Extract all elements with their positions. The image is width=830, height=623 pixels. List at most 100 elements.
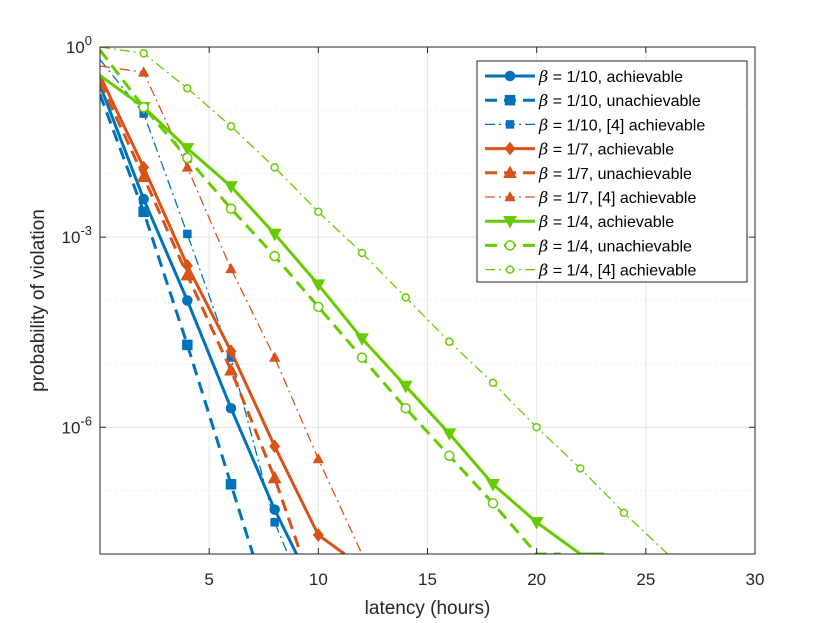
legend-label: β = 1/4, [4] achievable	[538, 261, 696, 280]
data-point	[270, 163, 279, 172]
legend-marker	[503, 215, 517, 229]
data-point	[225, 344, 237, 359]
data-point	[312, 528, 324, 542]
legend-label: β = 1/4, unachievable	[538, 236, 692, 255]
legend-entry: β = 1/10, unachievable	[485, 91, 701, 110]
data-point	[180, 267, 195, 281]
data-point	[487, 498, 499, 509]
data-point	[138, 66, 150, 77]
data-point	[182, 152, 193, 164]
data-point	[445, 337, 454, 346]
data-point	[182, 339, 193, 351]
data-point	[269, 351, 281, 362]
data-point	[576, 464, 585, 473]
data-point	[181, 161, 193, 172]
series-group	[100, 47, 677, 554]
series-1	[100, 84, 298, 554]
series-line	[100, 81, 303, 554]
legend-entry: β = 1/7, achievable	[485, 140, 674, 159]
data-point	[225, 262, 237, 274]
x-tick-label: 30	[746, 570, 765, 589]
legend-label: β = 1/4, achievable	[538, 212, 674, 231]
data-point	[270, 518, 279, 527]
legend-entry: β = 1/4, unachievable	[485, 236, 692, 255]
data-point	[183, 229, 192, 239]
series-line	[100, 94, 255, 554]
data-point	[401, 293, 410, 302]
x-tick-label: 10	[309, 570, 328, 589]
data-point	[180, 143, 195, 156]
legend-marker	[504, 240, 516, 251]
data-point	[529, 517, 544, 530]
data-point	[312, 453, 324, 464]
ticks: 5 10 15 20 25 30 100 10-3 10-6	[62, 33, 765, 589]
legend: β = 1/10, achievable β = 1/10, unachievab…	[476, 60, 748, 283]
data-point	[225, 479, 237, 490]
data-point	[400, 402, 411, 414]
data-point	[267, 228, 282, 242]
legend-label: β = 1/10, [4] achievable	[538, 115, 705, 134]
x-tick-label: 20	[527, 570, 546, 589]
data-point	[488, 378, 498, 388]
series-2	[100, 94, 255, 554]
data-point	[139, 49, 148, 58]
legend-entry: β = 1/4, [4] achievable	[485, 261, 696, 280]
legend-marker	[504, 70, 516, 82]
legend-marker	[504, 141, 516, 156]
legend-label: β = 1/10, achievable	[538, 67, 683, 86]
legend-entry: β = 1/4, achievable	[485, 212, 674, 231]
data-point	[619, 508, 629, 518]
data-point	[398, 380, 413, 394]
data-point	[224, 363, 238, 376]
data-point	[311, 279, 326, 292]
data-point	[267, 470, 282, 484]
data-point	[269, 250, 280, 262]
legend-entry: β = 1/7, [4] achievable	[485, 188, 696, 207]
series-line	[100, 84, 298, 554]
data-point	[442, 428, 457, 441]
data-point	[356, 352, 368, 363]
legend-marker	[503, 165, 517, 179]
series-6	[100, 65, 363, 554]
data-point	[313, 301, 324, 313]
data-point	[355, 333, 369, 346]
data-point	[486, 479, 500, 492]
x-tick-label: 15	[418, 570, 437, 589]
y-tick-label: 10-3	[62, 223, 92, 247]
data-point	[138, 206, 149, 218]
y-tick-label: 10-6	[62, 413, 92, 437]
series-9	[100, 47, 677, 554]
data-point	[136, 169, 151, 183]
data-point	[138, 193, 149, 205]
series-line	[100, 59, 289, 554]
data-point	[182, 295, 193, 306]
data-point	[314, 207, 323, 217]
data-point	[532, 423, 541, 432]
x-tick-label: 25	[636, 570, 655, 589]
data-point	[224, 181, 238, 194]
legend-entry: β = 1/10, [4] achievable	[485, 115, 705, 134]
x-tick-label: 5	[204, 570, 213, 589]
series-4	[100, 74, 346, 554]
legend-marker	[504, 94, 516, 106]
y-axis-label: probability of violation	[28, 209, 49, 392]
legend-marker	[505, 120, 515, 129]
legend-marker	[504, 191, 516, 202]
data-point	[357, 248, 367, 258]
legend-label: β = 1/7, unachievable	[538, 164, 692, 183]
data-point	[225, 203, 237, 214]
y-tick-label: 100	[66, 33, 92, 57]
x-axis-label: latency (hours)	[365, 598, 491, 619]
data-point	[183, 83, 192, 93]
legend-label: β = 1/7, [4] achievable	[538, 188, 696, 207]
series-line	[100, 49, 561, 554]
legend-marker	[505, 265, 515, 274]
series-8	[100, 49, 561, 554]
legend-entry: β = 1/10, achievable	[485, 67, 683, 86]
data-point	[138, 101, 149, 113]
data-point	[269, 439, 281, 454]
legend-entry: β = 1/7, unachievable	[485, 164, 692, 183]
series-5	[100, 81, 303, 554]
legend-box	[476, 60, 748, 283]
